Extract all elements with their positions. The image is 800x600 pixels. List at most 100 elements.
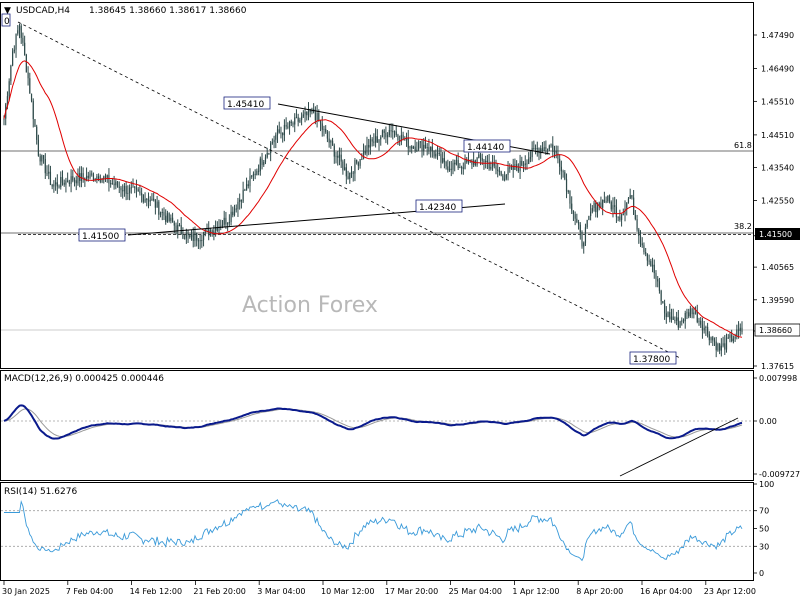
candle-body	[464, 159, 466, 169]
candle-body	[357, 162, 359, 166]
x-tick-label: 8 Apr 20:00	[576, 587, 623, 596]
candle-body	[70, 176, 72, 184]
macd-y-tick-label: -0.009727	[759, 470, 800, 479]
candle-body	[48, 171, 50, 174]
candle-body	[588, 216, 590, 220]
candle-body	[522, 164, 525, 166]
candle-body	[301, 116, 303, 120]
candle-body	[254, 173, 256, 176]
candle-body	[600, 202, 602, 208]
candle-body	[268, 152, 270, 154]
candle-body	[603, 199, 605, 202]
candle-body	[266, 152, 268, 158]
candle-body	[185, 233, 187, 239]
candle-body	[676, 317, 678, 321]
x-tick-label: 10 Mar 12:00	[321, 587, 374, 596]
downtrend-dotted-line	[17, 21, 681, 359]
price-callout-label: 1.37800	[633, 355, 670, 365]
candle-body	[490, 166, 492, 169]
candle-body	[30, 93, 33, 101]
candle-body	[669, 312, 671, 320]
price-plot: 1.45410 1.44140 1.42340 1.41500 1.37800 0 61.8…	[1, 13, 753, 365]
level-1415-label: 1.41500	[759, 230, 792, 239]
candle-body	[620, 214, 623, 221]
candle-body	[584, 227, 587, 243]
candle-body	[67, 180, 69, 183]
candle-body	[739, 327, 741, 331]
candle-body	[141, 193, 143, 195]
candle-body	[244, 189, 246, 191]
candle-body	[569, 190, 571, 204]
candle-body	[619, 216, 621, 221]
candle-body	[344, 167, 346, 171]
candle-body	[650, 261, 652, 267]
candle-body	[326, 131, 329, 139]
candle-body	[189, 235, 191, 238]
candle-body	[142, 194, 144, 202]
candle-body	[634, 214, 636, 220]
candle-body	[417, 142, 420, 150]
candle-body	[719, 343, 721, 351]
candle-body	[288, 121, 291, 128]
candle-body	[409, 146, 411, 149]
candle-body	[89, 173, 91, 178]
candle-body	[681, 320, 683, 322]
candle-body	[122, 190, 124, 192]
candle-body	[338, 154, 341, 158]
candle-body	[211, 230, 213, 235]
candle-body	[639, 236, 642, 244]
candle-body	[471, 160, 473, 165]
candle-body	[658, 281, 661, 291]
candle-body	[139, 191, 141, 194]
rsi-y-tick-label: 50	[759, 525, 769, 534]
candle-body	[325, 128, 327, 132]
fib-61-8-label: 61.8	[734, 141, 752, 150]
candle-body	[77, 173, 79, 184]
candle-body	[368, 144, 370, 148]
rsi-title: RSI(14) 51.6276	[4, 487, 77, 497]
candle-body	[512, 165, 514, 170]
candle-body	[390, 129, 392, 132]
candle-body	[85, 175, 88, 181]
candle-body	[467, 159, 470, 163]
candle-body	[127, 192, 129, 194]
candle-body	[376, 136, 378, 143]
candle-body	[61, 177, 64, 183]
candle-body	[583, 242, 585, 247]
candle-body	[340, 154, 342, 162]
candle-body	[565, 179, 568, 192]
candle-body	[180, 225, 182, 235]
candle-body	[727, 337, 729, 339]
candle-body	[602, 199, 604, 208]
candle-body	[562, 171, 564, 173]
candle-body	[323, 128, 325, 130]
candle-body	[18, 25, 21, 31]
candle-body	[500, 171, 502, 176]
candle-body	[153, 198, 155, 201]
candle-body	[483, 160, 485, 163]
x-tick-label: 7 Feb 04:00	[66, 587, 113, 596]
price-callout-box	[415, 199, 463, 213]
x-tick-label: 16 Apr 04:00	[640, 587, 692, 596]
candle-body	[29, 78, 31, 94]
candle-body	[32, 100, 34, 120]
candle-body	[53, 184, 55, 187]
level-1415-box	[755, 228, 800, 240]
candle-body	[149, 200, 151, 202]
candle-body	[328, 138, 330, 143]
candle-body	[686, 312, 688, 314]
candle-body	[144, 198, 146, 202]
candle-body	[264, 157, 267, 162]
current-price-box	[754, 323, 800, 337]
candle-body	[610, 201, 612, 210]
candle-body	[595, 202, 597, 213]
candle-body	[540, 148, 542, 154]
candle-body	[555, 150, 557, 154]
candle-body	[197, 240, 199, 242]
candle-body	[478, 154, 480, 158]
candle-body	[507, 167, 509, 175]
candle-body	[314, 112, 316, 121]
candle-body	[369, 139, 372, 148]
candle-body	[646, 253, 648, 261]
candle-body	[214, 226, 217, 231]
